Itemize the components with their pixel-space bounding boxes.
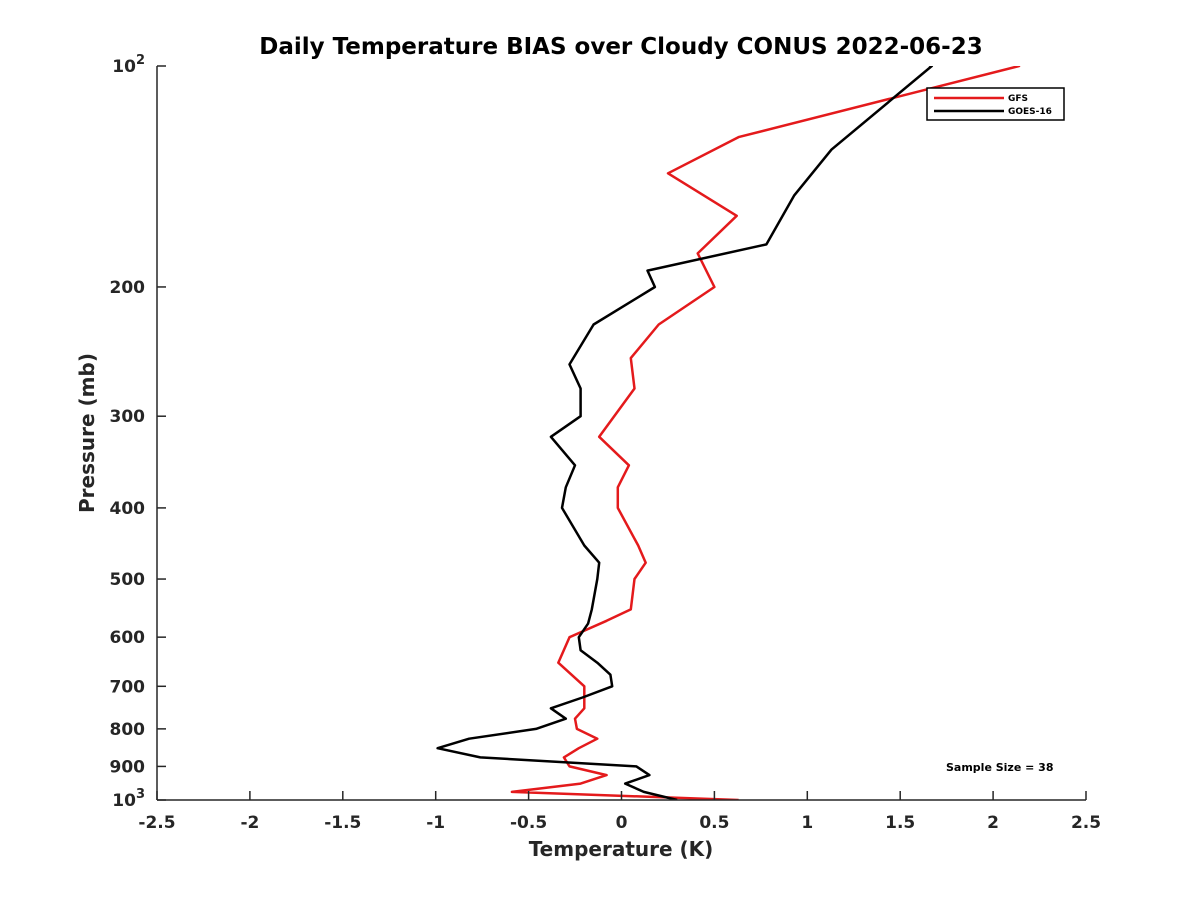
y-tick-label: 400 xyxy=(110,499,146,519)
y-tick-label: 300 xyxy=(110,407,146,427)
x-tick-label: -0.5 xyxy=(510,813,547,833)
series-line-gfs xyxy=(510,66,1021,800)
axes-layer: -2.5 -2 -1.5 -1 -0.5 0 0.5 1 1.5 2 2.5 102 200 300 400… xyxy=(110,53,1102,833)
x-tick-label: 0 xyxy=(616,813,628,833)
y-tick-label: 800 xyxy=(110,720,146,740)
y-tick-label: 700 xyxy=(110,677,146,697)
y-tick-label: 200 xyxy=(110,278,146,298)
legend-label-goes16: GOES-16 xyxy=(1008,107,1052,117)
legend: GFS GOES-16 xyxy=(926,87,1065,121)
legend-box xyxy=(926,87,1065,121)
x-axis-label: Temperature (K) xyxy=(529,837,714,861)
chart-title: Daily Temperature BIAS over Cloudy CONUS… xyxy=(259,34,982,60)
y-tick-label: 102 xyxy=(112,53,145,77)
sample-size-annotation: Sample Size = 38 xyxy=(946,761,1053,774)
legend-label-gfs: GFS xyxy=(1008,94,1028,104)
x-tick-label: 2 xyxy=(987,813,999,833)
series-line-goes16 xyxy=(436,66,934,800)
x-tick-label: 1.5 xyxy=(885,813,915,833)
x-tick-label: 0.5 xyxy=(699,813,729,833)
x-tick-label: -2.5 xyxy=(138,813,175,833)
y-tick-label: 600 xyxy=(110,628,146,648)
x-tick-label: 2.5 xyxy=(1071,813,1101,833)
y-tick-label: 900 xyxy=(110,757,146,777)
y-tick-label: 500 xyxy=(110,570,146,590)
series-layer xyxy=(436,66,1021,800)
x-tick-label: 1 xyxy=(801,813,813,833)
x-tick-label: -1 xyxy=(426,813,445,833)
x-tick-label: -1.5 xyxy=(324,813,361,833)
y-axis-label: Pressure (mb) xyxy=(75,353,99,513)
x-tick-label: -2 xyxy=(240,813,259,833)
y-tick-label: 103 xyxy=(112,787,145,811)
